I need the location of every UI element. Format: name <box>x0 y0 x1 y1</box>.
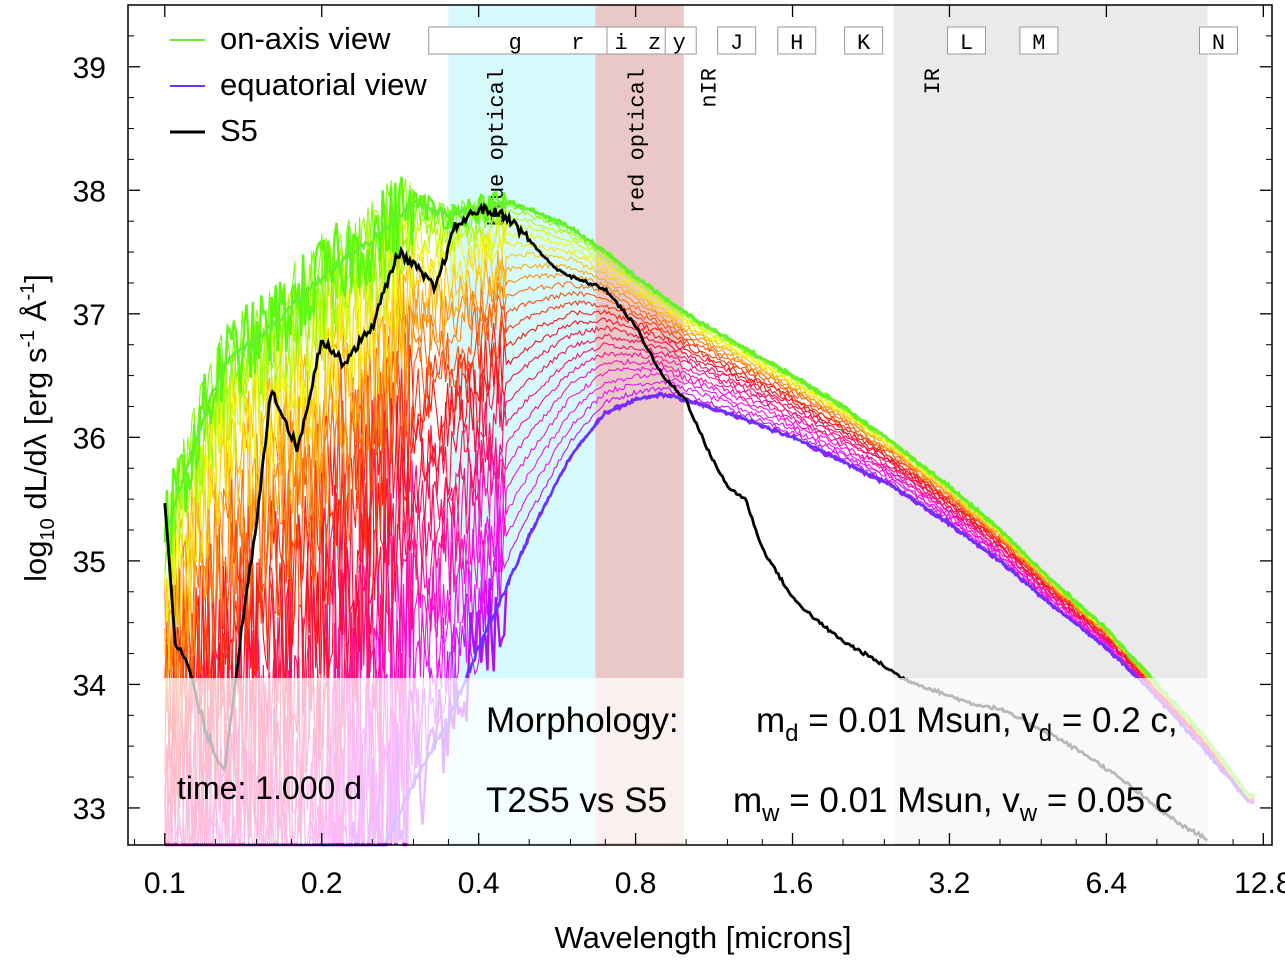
legend-label-1: equatorial view <box>220 67 427 102</box>
legend-label-2: S5 <box>220 113 258 148</box>
band-label-ir: IR <box>921 68 946 94</box>
legend-label-0: on-axis view <box>220 21 391 56</box>
filter-box-grizy <box>428 26 697 55</box>
x-tick-label: 0.1 <box>144 867 186 900</box>
filter-label-y: y <box>673 31 686 56</box>
x-tick-label: 0.2 <box>301 867 343 900</box>
x-tick-label: 0.8 <box>615 867 657 900</box>
filter-label-H: H <box>790 31 803 56</box>
y-tick-label: 37 <box>73 299 106 332</box>
y-tick-label: 35 <box>73 546 106 579</box>
filter-box-H <box>777 26 817 55</box>
filter-label-M: M <box>1032 31 1045 56</box>
filter-label-g: g <box>509 31 522 56</box>
filter-box-J <box>717 26 757 55</box>
plot-frame <box>127 4 1273 846</box>
y-tick-label: 39 <box>73 52 106 85</box>
filter-label-i: i <box>614 31 627 56</box>
filter-label-N: N <box>1212 31 1225 56</box>
angle-curve-12 <box>164 299 1255 799</box>
filter-box-K <box>844 26 884 55</box>
morphology-label: Morphology: <box>486 701 679 740</box>
series-equatorial-view <box>321 392 1250 847</box>
band-label-red-optical: red optical <box>626 68 651 213</box>
x-axis-label: Wavelength [microns] <box>555 920 852 955</box>
filter-box-N <box>1198 26 1238 55</box>
x-tick-label: 12.8 <box>1234 867 1285 900</box>
x-tick-label: 3.2 <box>929 867 971 900</box>
comparison-label: T2S5 vs S5 <box>486 781 667 820</box>
annotation-panel <box>129 678 1271 843</box>
filter-label-z: z <box>648 31 661 56</box>
filter-label-K: K <box>857 31 871 56</box>
legend: on-axis view equatorial view S5 <box>170 21 427 148</box>
comparison-values: mw = 0.01 Msun, vw = 0.05 c <box>733 781 1172 827</box>
axes: 0.1 0.2 0.4 0.8 1.6 3.2 6.4 12.8 33 34 35 36 37 38 39 <box>73 4 1285 900</box>
angle-curve-15 <box>164 325 1255 846</box>
y-tick-label: 38 <box>73 175 106 208</box>
x-tick-label: 6.4 <box>1086 867 1128 900</box>
filter-box-M <box>1019 26 1059 55</box>
x-tick-label: 1.6 <box>772 867 814 900</box>
time-annotation: time: 1.000 d <box>177 770 362 806</box>
morphology-values: md = 0.01 Msun, vd = 0.2 c, <box>756 701 1178 747</box>
y-axis-label: log10 dL/dλ [erg s-1 Å-1] <box>17 274 59 582</box>
x-tick-label: 0.4 <box>458 867 500 900</box>
filter-label-J: J <box>730 31 743 56</box>
y-tick-label: 33 <box>73 793 106 826</box>
filter-label-L: L <box>960 31 973 56</box>
series-on-axis-view <box>163 199 1250 797</box>
y-tick-label: 36 <box>73 422 106 455</box>
filter-box-L <box>946 26 986 55</box>
band-label-nir: nIR <box>698 68 723 108</box>
y-tick-label: 34 <box>73 669 106 702</box>
filter-label-r: r <box>571 31 584 56</box>
